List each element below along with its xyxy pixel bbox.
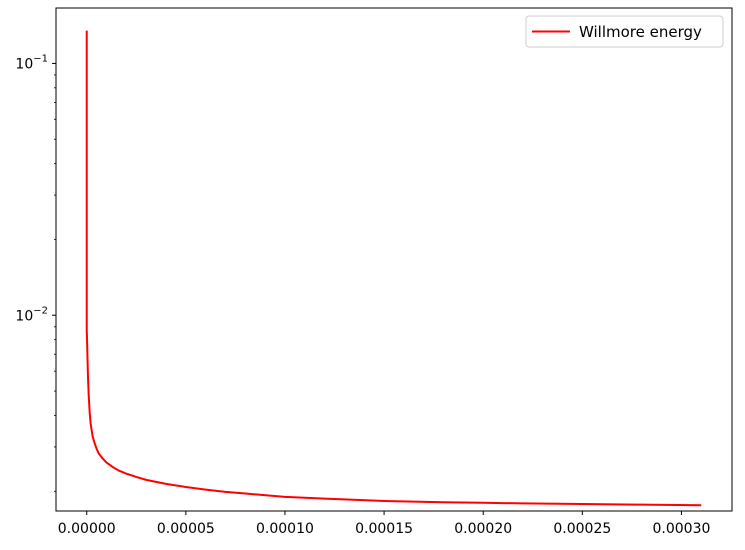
legend-box bbox=[525, 15, 724, 48]
plot-area bbox=[85, 30, 702, 507]
x-tick-label: 0.00010 bbox=[256, 521, 314, 537]
x-tick-label: 0.00015 bbox=[355, 521, 413, 537]
x-tick-label: 0.00000 bbox=[58, 521, 116, 537]
y-tick-base: 10 bbox=[15, 56, 33, 72]
y-tick-base: 10 bbox=[15, 308, 33, 324]
series-line bbox=[85, 30, 702, 507]
x-tick-label: 0.00025 bbox=[553, 521, 611, 537]
y-tick-exponent: −1 bbox=[33, 53, 48, 64]
y-tick-label: 10−1 bbox=[15, 53, 48, 72]
x-tick-label: 0.00020 bbox=[454, 521, 512, 537]
x-tick-label: 0.00030 bbox=[652, 521, 710, 537]
y-tick-exponent: −2 bbox=[33, 305, 48, 316]
x-tick-label: 0.00005 bbox=[157, 521, 215, 537]
y-axis: 10−110−2 bbox=[15, 53, 56, 492]
legend-series-label: Willmore energy bbox=[579, 23, 702, 41]
legend: Willmore energy bbox=[525, 15, 724, 48]
x-axis: 0.00000 0.00005 0.00010 0.00015 0.00020 0.000… bbox=[58, 511, 710, 537]
plot-frame bbox=[55, 7, 733, 512]
y-tick-label: 10−2 bbox=[15, 305, 48, 324]
